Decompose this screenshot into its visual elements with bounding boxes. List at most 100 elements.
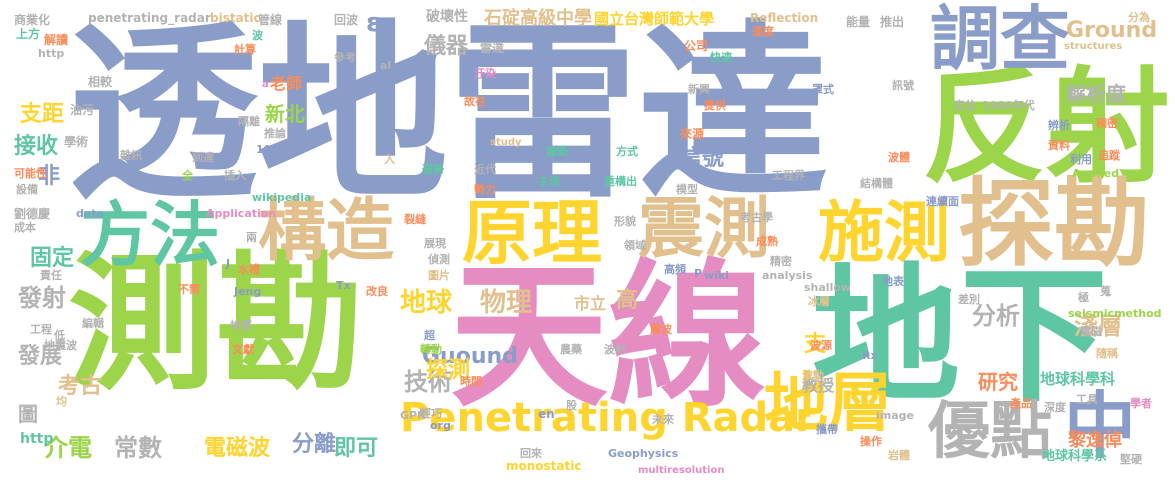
word-cloud-term: 堅硬 bbox=[1120, 453, 1142, 466]
word-cloud-term: 設備 bbox=[16, 183, 38, 196]
word-cloud-term: 中 bbox=[1064, 384, 1137, 468]
word-cloud-term: 地表 bbox=[882, 275, 904, 288]
word-cloud-term: Reflection bbox=[750, 11, 819, 25]
word-cloud-term: 支距 bbox=[20, 102, 65, 127]
word-cloud-term: 調查 bbox=[930, 0, 1070, 80]
word-cloud-term: 操作 bbox=[860, 435, 882, 448]
word-cloud-term: 破壞性 bbox=[426, 9, 468, 25]
word-cloud-term: 國立台灣師範大學 bbox=[594, 10, 715, 28]
word-cloud-term: 利用 bbox=[1070, 153, 1092, 166]
word-cloud-term: 劉德慶 bbox=[14, 207, 51, 221]
word-cloud-term: 股 bbox=[566, 399, 577, 412]
word-cloud-term: 發射 bbox=[18, 284, 66, 312]
word-cloud-term: 油污 bbox=[70, 103, 95, 117]
word-cloud-term: 形貌 bbox=[614, 215, 636, 228]
word-cloud-term: a bbox=[262, 79, 269, 90]
word-cloud-term: 全 bbox=[182, 169, 193, 182]
word-cloud-term: 雜訊 bbox=[120, 149, 142, 162]
word-cloud-term: wikipedia bbox=[252, 191, 312, 204]
word-cloud-term: 儀器 bbox=[424, 34, 469, 59]
word-cloud-term: 結構體 bbox=[860, 177, 893, 190]
word-cloud-term: 波 bbox=[252, 29, 263, 42]
word-cloud-term: Ground bbox=[1066, 18, 1158, 43]
word-cloud-term: 信號 bbox=[680, 146, 725, 171]
word-cloud-term: 兩 bbox=[246, 231, 257, 244]
word-cloud-term: 分離 bbox=[292, 432, 337, 457]
word-cloud-term: 非 bbox=[38, 164, 61, 189]
word-cloud-term: 岩體 bbox=[888, 449, 910, 462]
word-cloud-term: 震測 bbox=[638, 190, 770, 267]
word-cloud-term: 重構出 bbox=[604, 175, 637, 188]
word-cloud-term: 編輯 bbox=[82, 317, 104, 330]
word-cloud-term: 能量 bbox=[846, 15, 871, 29]
word-cloud-term: 均 bbox=[56, 395, 67, 408]
word-cloud-term: 電磁 bbox=[1080, 325, 1102, 338]
word-cloud-term: multiresolution bbox=[638, 465, 725, 476]
word-cloud-term: 地球科學科 bbox=[1040, 370, 1116, 388]
word-cloud-term: 罩式 bbox=[812, 83, 834, 96]
word-cloud-term: 天線 bbox=[450, 245, 766, 429]
word-cloud-term: 偵測 bbox=[428, 253, 450, 266]
word-cloud-term: 解析度 bbox=[1066, 82, 1126, 106]
word-cloud-term: 新興 bbox=[688, 83, 710, 96]
word-cloud-term: 快速 bbox=[710, 51, 732, 64]
word-cloud-term: GPR bbox=[400, 409, 426, 422]
word-cloud-term: 優點 bbox=[928, 394, 1053, 467]
word-cloud-term: 常數 bbox=[114, 434, 162, 462]
word-cloud-term: 推出 bbox=[880, 15, 905, 29]
word-cloud-term: 攜帶 bbox=[816, 423, 838, 436]
word-cloud-term: 冰層 bbox=[808, 295, 830, 308]
word-cloud-term: P bbox=[694, 267, 703, 280]
word-cloud-term: 即可 bbox=[334, 436, 379, 461]
word-cloud-term: 蒐 bbox=[1100, 285, 1111, 298]
word-cloud-term: 新北 bbox=[265, 102, 305, 126]
word-cloud-term: 計算 bbox=[234, 43, 256, 56]
word-cloud-term: 介電 bbox=[44, 434, 92, 462]
word-cloud-term: 成熟 bbox=[756, 235, 778, 248]
word-cloud-term: Rx bbox=[862, 349, 878, 362]
word-cloud-term: 可能性 bbox=[14, 167, 47, 180]
word-cloud-term: 責任 bbox=[40, 269, 62, 282]
word-cloud-term: 高 bbox=[616, 288, 639, 313]
word-cloud-term: 稠密 bbox=[1096, 117, 1118, 130]
word-cloud-term: 管線 bbox=[258, 13, 283, 27]
word-cloud-term: 輕巧 bbox=[420, 407, 442, 420]
word-cloud-term: 固定 bbox=[30, 246, 75, 271]
word-cloud-term: 市立 bbox=[574, 294, 607, 313]
word-cloud-term: 分為 bbox=[1128, 11, 1150, 24]
word-cloud-term: bistatic bbox=[210, 11, 261, 25]
word-cloud-term: 圖 bbox=[18, 402, 38, 426]
word-cloud-term: 學術 bbox=[64, 135, 89, 149]
word-cloud-term: monostatic bbox=[506, 459, 582, 473]
word-cloud-term: 黎逸倬 bbox=[1068, 430, 1122, 451]
word-cloud-term: Tx bbox=[336, 279, 351, 292]
word-cloud-term: 1980年代 bbox=[982, 99, 1035, 112]
word-cloud-term: org bbox=[430, 419, 451, 432]
word-cloud-term: ε bbox=[366, 8, 381, 38]
word-cloud-term: 水槽 bbox=[238, 263, 260, 276]
word-cloud-term: 地震波 bbox=[44, 339, 77, 352]
word-cloud-term: seismicmethod bbox=[1068, 307, 1162, 320]
word-cloud-term: 相較 bbox=[88, 75, 113, 89]
word-cloud-term: 時間 bbox=[460, 375, 482, 388]
word-cloud-term: 高頻 bbox=[664, 263, 686, 276]
word-cloud-term: 近代 bbox=[474, 163, 496, 176]
word-cloud-term: 電磁波 bbox=[204, 436, 271, 461]
word-cloud-term: 產品 bbox=[1010, 397, 1032, 410]
word-cloud-term: 方式 bbox=[616, 145, 638, 158]
word-cloud-term: 石碇高級中學 bbox=[484, 8, 592, 29]
word-cloud-term: 上方 bbox=[16, 27, 41, 41]
word-cloud-term: 波射 bbox=[604, 343, 626, 356]
word-cloud-term: 商業化 bbox=[14, 13, 51, 27]
word-cloud-term: 文獻 bbox=[232, 343, 254, 356]
word-cloud-term: 推論 bbox=[264, 127, 286, 140]
word-cloud-term: 圖片 bbox=[428, 269, 450, 282]
word-cloud-term: 波源 bbox=[810, 339, 832, 352]
word-cloud-term: 極 bbox=[1078, 291, 1089, 304]
word-cloud-term: 考古 bbox=[58, 374, 103, 399]
word-cloud-term: 參考 bbox=[334, 51, 356, 64]
word-cloud-term: 1990年 bbox=[256, 143, 298, 156]
word-cloud-term: 轉動 bbox=[420, 343, 442, 356]
word-cloud-term: al bbox=[380, 59, 392, 72]
word-cloud-term: 農藥 bbox=[560, 343, 582, 356]
